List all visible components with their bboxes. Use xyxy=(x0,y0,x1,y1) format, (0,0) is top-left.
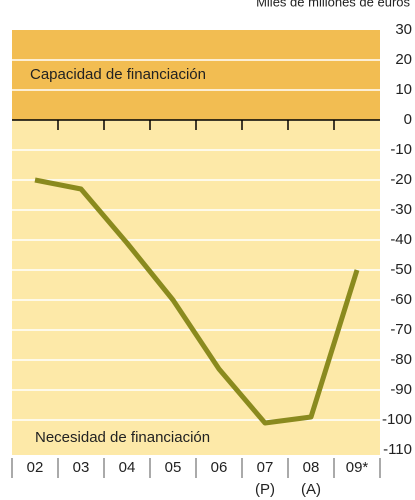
annotation: Necesidad de financiación xyxy=(35,429,210,446)
x-tick-label: 06 xyxy=(211,459,228,476)
y-tick-label: -90 xyxy=(390,381,412,398)
y-tick-label: -60 xyxy=(390,291,412,308)
annotation: Capacidad de financiación xyxy=(30,66,206,83)
y-tick-label: 30 xyxy=(395,21,412,38)
x-tick-note: (A) xyxy=(301,481,321,498)
chart-title: Miles de millones de euros xyxy=(256,0,410,9)
x-tick-label: 02 xyxy=(27,459,44,476)
y-tick-label: 0 xyxy=(404,111,412,128)
x-tick-label: 03 xyxy=(73,459,90,476)
x-tick-label: 07 xyxy=(257,459,274,476)
y-tick-label: -10 xyxy=(390,141,412,158)
y-tick-label: -50 xyxy=(390,261,412,278)
x-tick-label: 09* xyxy=(346,459,369,476)
x-tick-note: (P) xyxy=(255,481,275,498)
negative-zone xyxy=(12,120,380,455)
y-tick-label: -80 xyxy=(390,351,412,368)
y-tick-label: -30 xyxy=(390,201,412,218)
y-tick-label: -110 xyxy=(383,441,412,458)
y-tick-label: -100 xyxy=(382,411,412,428)
x-tick-label: 04 xyxy=(119,459,136,476)
y-tick-label: 20 xyxy=(395,51,412,68)
y-tick-label: 10 xyxy=(395,81,412,98)
y-tick-label: -70 xyxy=(390,321,412,338)
data-line xyxy=(34,177,360,426)
x-tick-label: 08 xyxy=(303,459,320,476)
y-tick-label: -40 xyxy=(390,231,412,248)
x-tick-label: 05 xyxy=(165,459,182,476)
y-tick-label: -20 xyxy=(390,171,412,188)
positive-zone xyxy=(12,30,380,120)
